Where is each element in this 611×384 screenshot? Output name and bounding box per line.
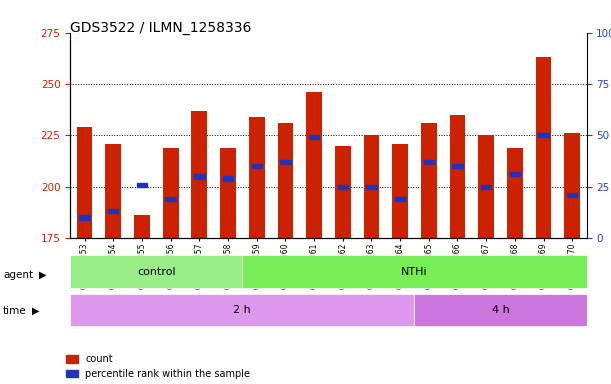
Bar [395, 197, 405, 201]
Bar [306, 92, 322, 238]
Bar [166, 197, 176, 201]
Legend: count, percentile rank within the sample: count, percentile rank within the sample [66, 354, 251, 379]
Bar [364, 136, 379, 238]
Bar [249, 117, 265, 238]
Bar [252, 164, 262, 168]
Bar [194, 174, 205, 179]
Text: time: time [3, 306, 27, 316]
Text: ▶: ▶ [38, 270, 46, 280]
Bar [137, 183, 147, 187]
Bar [538, 133, 549, 137]
Bar [243, 255, 587, 288]
Bar [163, 148, 178, 238]
Text: 2 h: 2 h [233, 305, 251, 315]
Bar [134, 215, 150, 238]
Bar [565, 133, 580, 238]
Bar [106, 144, 121, 238]
Bar [338, 185, 348, 189]
Bar [423, 160, 434, 164]
Bar [223, 177, 233, 180]
Bar [567, 193, 577, 197]
Bar [507, 148, 523, 238]
Bar [536, 57, 551, 238]
Text: 4 h: 4 h [492, 305, 510, 315]
Bar [481, 185, 491, 189]
Bar [280, 160, 291, 164]
Bar [450, 115, 466, 238]
Text: ▶: ▶ [32, 306, 39, 316]
Bar [335, 146, 351, 238]
Bar [79, 215, 90, 220]
Bar [366, 185, 376, 189]
Bar [70, 255, 243, 288]
Bar [392, 144, 408, 238]
Bar [510, 172, 520, 177]
Bar [309, 136, 319, 139]
Text: agent: agent [3, 270, 33, 280]
Bar [478, 136, 494, 238]
Bar [191, 111, 207, 238]
Bar [452, 164, 463, 168]
Bar [414, 294, 587, 326]
Text: NTHi: NTHi [401, 266, 428, 277]
Bar [108, 209, 119, 214]
Text: control: control [137, 266, 175, 277]
Bar [220, 148, 236, 238]
Bar [421, 123, 437, 238]
Bar [77, 127, 92, 238]
Bar [277, 123, 293, 238]
Text: GDS3522 / ILMN_1258336: GDS3522 / ILMN_1258336 [70, 21, 252, 35]
Bar [70, 294, 414, 326]
